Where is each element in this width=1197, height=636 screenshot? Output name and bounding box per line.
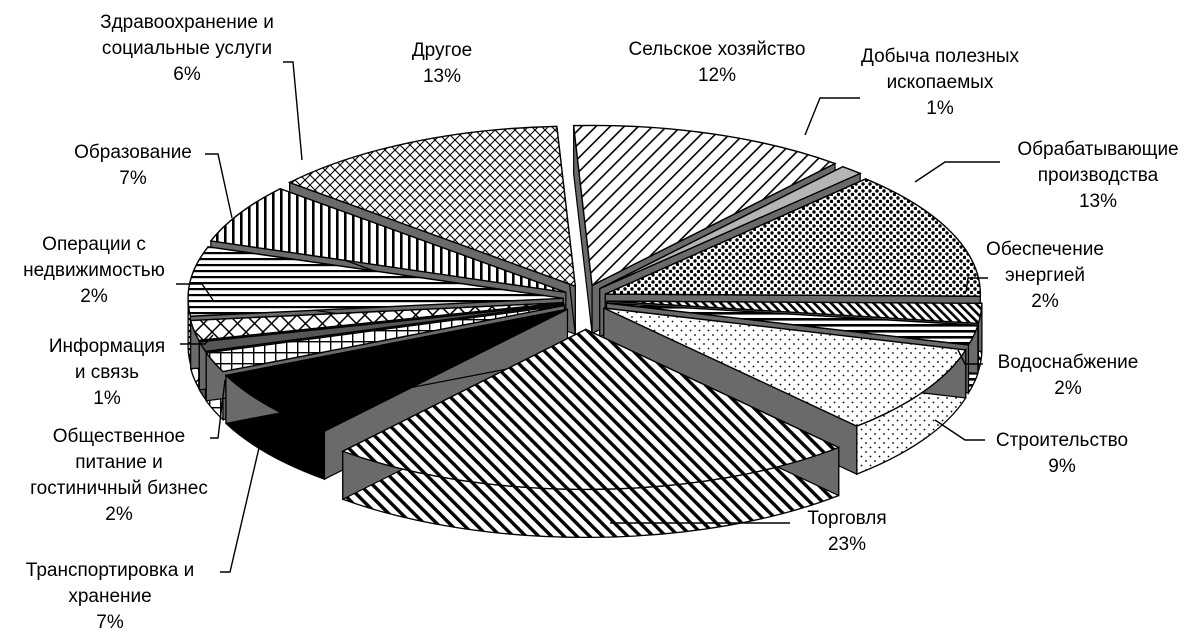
slice-label-3: Обрабатывающие производства 13% bbox=[1017, 139, 1178, 212]
slice-label-line: 6% bbox=[173, 64, 201, 85]
slice-label-line: Другое bbox=[412, 40, 472, 61]
pie-slice-7 bbox=[341, 328, 841, 539]
slice-label-1: Сельское хозяйство 12% bbox=[629, 39, 806, 86]
slice-label-4: Обеспечение энергией 2% bbox=[986, 239, 1104, 312]
slice-label-line: Сельское хозяйство bbox=[629, 39, 806, 60]
slice-label-line: 2% bbox=[1054, 378, 1082, 399]
slice-label-line: 7% bbox=[119, 168, 147, 189]
slice-label-line: Водоснабжение bbox=[998, 352, 1139, 373]
pie-slice-top bbox=[341, 328, 841, 491]
pie-slice-top bbox=[187, 246, 564, 317]
slice-label-11: Операции с недвижимостью 2% bbox=[23, 234, 165, 307]
slice-label-line: 12% bbox=[698, 65, 736, 86]
slice-label-line: производства bbox=[1038, 165, 1159, 186]
slice-label-line: 13% bbox=[423, 66, 461, 87]
leader-line-5 bbox=[957, 349, 983, 365]
slice-label-line: Информация bbox=[49, 336, 165, 357]
slice-label-line: социальные услуги bbox=[102, 38, 272, 59]
slice-label-line: Транспортировка и bbox=[26, 560, 194, 581]
slice-label-line: недвижимостью bbox=[23, 260, 165, 281]
leader-line-10 bbox=[180, 334, 214, 345]
leader-line-11 bbox=[176, 283, 214, 301]
leader-line-12 bbox=[205, 153, 233, 219]
slice-label-line: гостиничный бизнес bbox=[30, 478, 208, 499]
leader-line-3 bbox=[914, 161, 1000, 183]
slice-label-12: Образование 7% bbox=[74, 142, 192, 189]
pie-slice-top bbox=[606, 302, 979, 346]
pie-slice-top bbox=[599, 165, 862, 290]
leader-line-6 bbox=[934, 419, 985, 441]
slice-label-line: 1% bbox=[926, 98, 954, 119]
slice-label-line: и связь bbox=[75, 362, 139, 383]
slice-label-14: Другое 13% bbox=[412, 40, 472, 87]
leader-line-4 bbox=[965, 277, 988, 293]
leader-line-8 bbox=[220, 434, 263, 573]
slice-label-line: Здравоохранение и bbox=[100, 12, 274, 33]
slice-label-6: Строительство 9% bbox=[996, 430, 1128, 477]
slice-label-line: Обеспечение bbox=[986, 239, 1104, 260]
pie-slice-top bbox=[224, 308, 568, 432]
slice-label-line: 1% bbox=[93, 388, 121, 409]
pie-slice-top bbox=[287, 125, 577, 288]
slice-label-line: Добыча полезных bbox=[861, 46, 1019, 67]
slice-label-8: Транспортировка и хранение 7% bbox=[26, 560, 194, 633]
leader-line-2 bbox=[804, 97, 860, 136]
pie-slice-top bbox=[209, 187, 567, 294]
leader-line-9 bbox=[210, 379, 226, 439]
slice-label-9: Общественное питание и гостиничный бизнес 2… bbox=[30, 426, 208, 525]
pie-slice-top bbox=[606, 300, 983, 325]
slice-label-line: 2% bbox=[105, 504, 133, 525]
slice-label-7: Торговля 23% bbox=[807, 508, 886, 555]
slice-label-line: ископаемых bbox=[887, 72, 994, 93]
leader-line-13 bbox=[283, 61, 303, 161]
slice-label-line: Торговля bbox=[807, 508, 886, 529]
pie-slice-top bbox=[605, 178, 981, 297]
slice-label-line: Образование bbox=[74, 142, 192, 163]
slice-label-line: хранение bbox=[68, 586, 151, 607]
slice-label-line: Строительство bbox=[996, 430, 1128, 451]
slice-label-line: 2% bbox=[80, 286, 108, 307]
pie-slice-8 bbox=[224, 308, 569, 481]
pie-slice-top bbox=[572, 124, 837, 287]
slice-label-line: 2% bbox=[1031, 291, 1059, 312]
slice-label-line: Операции с bbox=[42, 234, 146, 255]
slice-label-line: питание и bbox=[75, 452, 163, 473]
slice-label-10: Информация и связь 1% bbox=[49, 336, 165, 409]
slice-label-line: 9% bbox=[1048, 456, 1076, 477]
slice-label-line: Общественное bbox=[53, 426, 185, 447]
slice-label-line: 13% bbox=[1079, 191, 1117, 212]
slice-label-13: Здравоохранение и социальные услуги 6% bbox=[100, 12, 274, 85]
slice-label-line: Обрабатывающие bbox=[1017, 139, 1178, 160]
slice-label-2: Добыча полезных ископаемых 1% bbox=[861, 46, 1019, 119]
pie-slice-top bbox=[204, 304, 565, 373]
slice-label-line: 23% bbox=[828, 534, 866, 555]
slice-label-line: энергией bbox=[1005, 265, 1085, 286]
slice-label-5: Водоснабжение 2% bbox=[998, 352, 1139, 399]
slice-label-line: 7% bbox=[96, 612, 124, 633]
